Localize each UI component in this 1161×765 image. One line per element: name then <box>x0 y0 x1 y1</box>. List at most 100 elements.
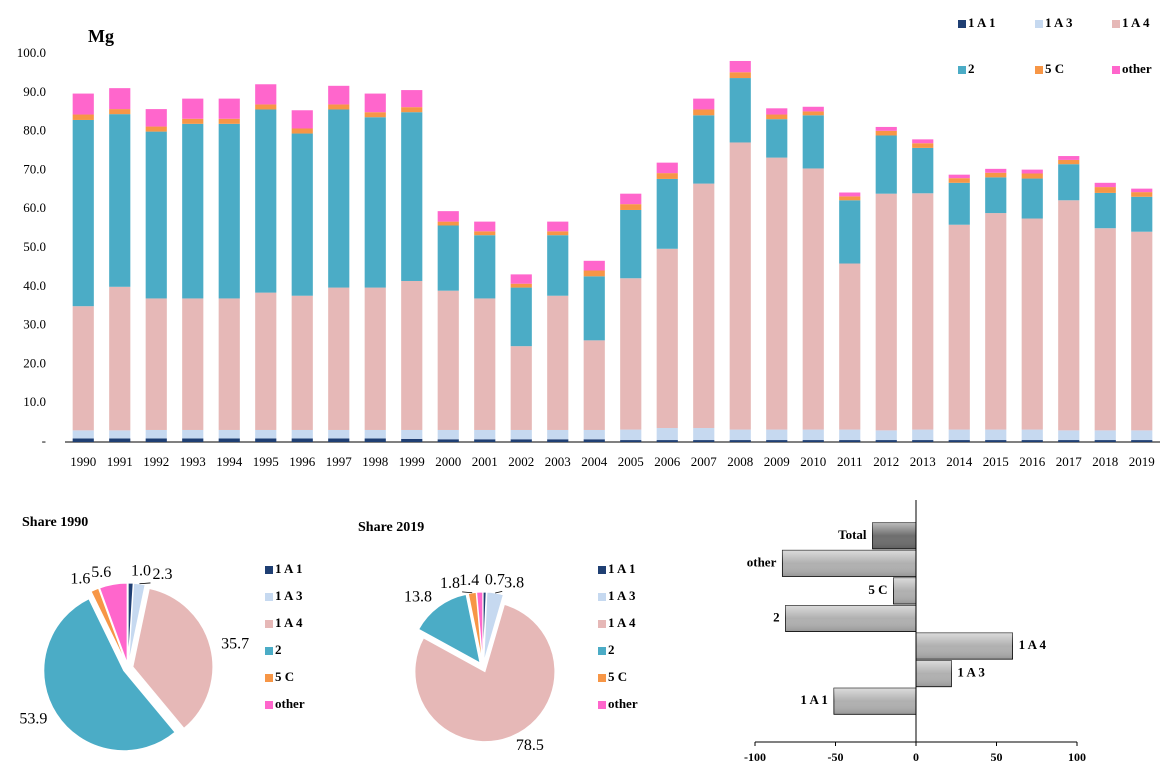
bar-segment <box>145 298 167 430</box>
legend-label: 5 C <box>275 669 294 684</box>
bar-segment <box>1131 430 1153 441</box>
bar-segment <box>912 429 934 441</box>
bar-segment <box>218 429 240 439</box>
x-tick-label: 2002 <box>508 454 534 469</box>
bar-segment <box>875 130 897 136</box>
leader-line <box>139 582 151 585</box>
leader-line <box>462 591 473 594</box>
x-tick-label: 2000 <box>435 454 461 469</box>
x-tick-label: 50 <box>991 750 1003 764</box>
legend-label: 1 A 1 <box>275 561 302 576</box>
pie-slice <box>127 582 134 664</box>
bar-segment <box>145 131 167 299</box>
legend-label: other <box>608 696 638 711</box>
pie-value-label: 1.8 <box>440 575 460 592</box>
legend-label: 5 C <box>1045 61 1064 76</box>
bar-segment <box>693 440 715 442</box>
bar-segment <box>547 295 569 430</box>
legend-label: 5 C <box>608 669 627 684</box>
legend-swatch <box>265 647 273 655</box>
bar-segment <box>437 290 459 430</box>
bar-segment <box>72 306 94 431</box>
bar-segment <box>291 295 313 430</box>
legend-swatch <box>598 593 606 601</box>
y-tick-label: 80.0 <box>23 123 46 138</box>
y-tick-label: 20.0 <box>23 355 46 370</box>
bar-segment <box>218 118 240 124</box>
bar-segment <box>948 178 970 183</box>
bar-segment <box>401 107 423 113</box>
bar-segment <box>510 439 532 442</box>
bar-segment <box>328 287 350 430</box>
legend-label: 1 A 3 <box>1045 15 1073 30</box>
pie-value-label: 53.9 <box>19 711 47 728</box>
pie-value-label: 5.6 <box>91 564 111 581</box>
pie-slice <box>43 598 176 752</box>
pie-value-label: 13.8 <box>404 588 432 605</box>
bar-segment <box>948 440 970 442</box>
legend-label: other <box>275 696 305 711</box>
bar-segment <box>510 274 532 284</box>
bar-segment <box>985 172 1007 178</box>
bar-segment <box>839 440 861 442</box>
pie-slice <box>476 591 484 663</box>
x-tick-label: 2004 <box>581 454 608 469</box>
legend-swatch <box>265 620 273 628</box>
bar-segment <box>145 109 167 127</box>
bar-segment <box>145 429 167 439</box>
pie-value-label: 35.7 <box>221 636 249 653</box>
bar-segment <box>693 183 715 429</box>
bar-segment <box>401 280 423 430</box>
bar-segment <box>474 439 496 442</box>
bar-segment <box>255 109 277 293</box>
x-tick-label: 1993 <box>180 454 206 469</box>
bar-segment <box>766 108 788 115</box>
bar-segment <box>401 438 423 442</box>
legend-label: 1 A 4 <box>608 615 636 630</box>
bar-segment <box>72 93 94 115</box>
legend-swatch <box>265 674 273 682</box>
bar-segment <box>1094 228 1116 431</box>
pie-slice <box>98 582 128 664</box>
legend-swatch <box>598 647 606 655</box>
bar-segment <box>583 260 605 271</box>
bar-segment <box>985 168 1007 173</box>
x-tick-label: 2009 <box>764 454 790 469</box>
bar-segment <box>437 211 459 222</box>
x-tick-label: -100 <box>744 750 766 764</box>
legend-swatch <box>265 701 273 709</box>
bar-segment <box>1131 440 1153 442</box>
pie-value-label: 78.5 <box>516 737 544 754</box>
bar-segment <box>839 429 861 441</box>
bar-segment <box>656 248 678 429</box>
bar-segment <box>766 440 788 442</box>
bar-segment <box>109 114 131 287</box>
bar-segment <box>109 109 131 115</box>
pie-title: Share 1990 <box>22 515 88 530</box>
bar-segment <box>109 286 131 431</box>
x-tick-label: 2005 <box>618 454 644 469</box>
pie-value-label: 1.0 <box>131 563 151 580</box>
x-tick-label: 2016 <box>1019 454 1046 469</box>
bar-segment <box>802 115 824 169</box>
bar-segment <box>182 298 204 430</box>
x-tick-label: 2012 <box>873 454 899 469</box>
bar-segment <box>72 430 94 439</box>
legend-label: 1 A 4 <box>1122 15 1150 30</box>
x-tick-label: 2006 <box>654 454 681 469</box>
bar-segment <box>218 123 240 299</box>
y-tick-label: 50.0 <box>23 239 46 254</box>
bar-segment <box>1021 429 1043 441</box>
x-tick-label: 2018 <box>1092 454 1118 469</box>
legend-swatch <box>1112 66 1120 74</box>
bar-segment <box>364 112 386 118</box>
bar-segment <box>364 93 386 113</box>
bar-segment <box>547 439 569 442</box>
bar-segment <box>109 430 131 439</box>
bar-label: 1 A 1 <box>800 692 827 707</box>
bar-segment <box>364 117 386 288</box>
x-tick-label: 2003 <box>545 454 571 469</box>
bar-segment <box>656 173 678 179</box>
legend-swatch <box>958 66 966 74</box>
bar-segment <box>1131 231 1153 431</box>
